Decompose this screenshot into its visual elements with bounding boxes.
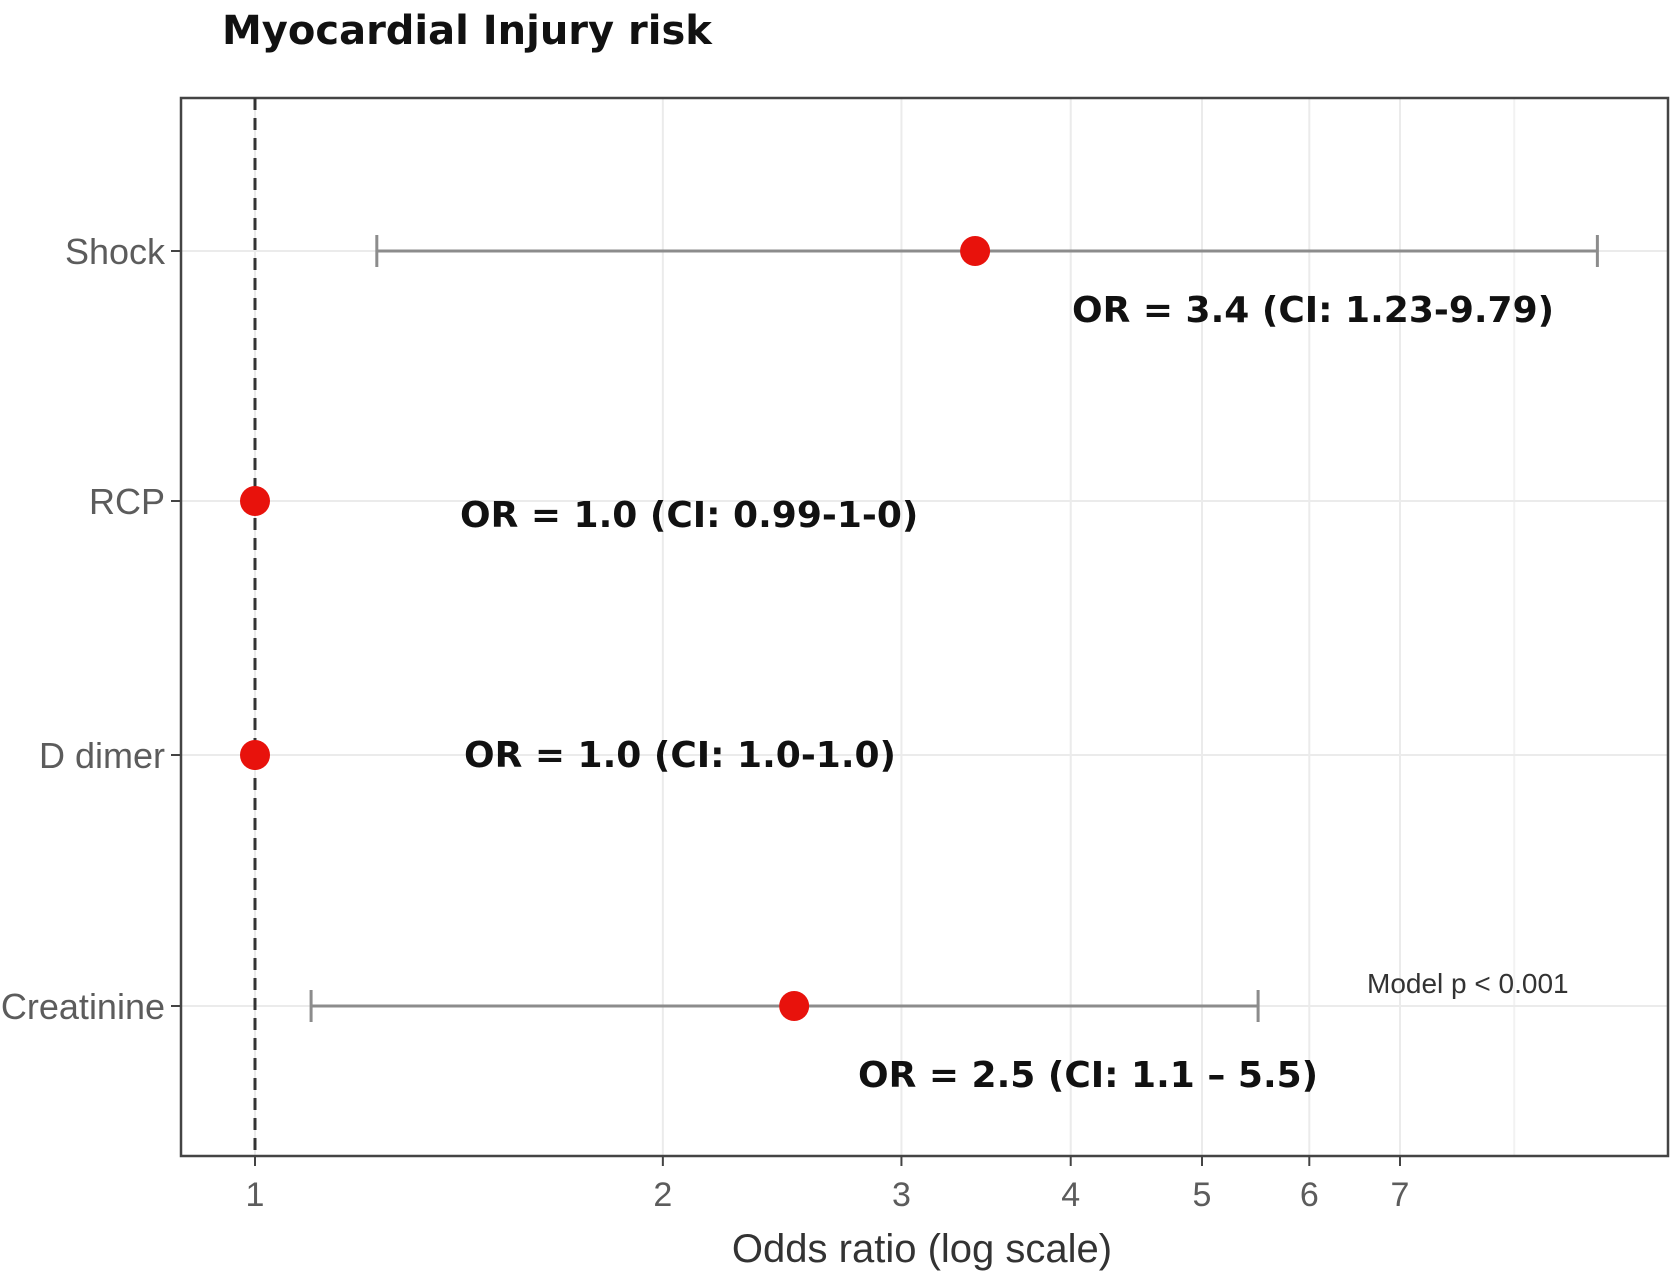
point (779, 991, 810, 1021)
x-tick-label: 1 (246, 1176, 265, 1214)
point-annotation: OR = 2.5 (CI: 1.1 – 5.5) (858, 1055, 1318, 1096)
x-tick-label: 6 (1300, 1176, 1319, 1214)
points (240, 236, 991, 1021)
point-annotation: OR = 1.0 (CI: 0.99-1-0) (460, 495, 918, 536)
model-p-note: Model p < 0.001 (1367, 968, 1569, 999)
x-tick-label: 2 (653, 1176, 672, 1214)
y-axis: Shock RCP D dimer Creatinine (1, 231, 181, 1027)
chart-title: Myocardial Injury risk (222, 8, 713, 54)
y-tick-label: Shock (65, 231, 166, 272)
x-tick-label: 4 (1061, 1176, 1080, 1214)
point-annotation: OR = 3.4 (CI: 1.23-9.79) (1072, 290, 1554, 331)
x-tick-label: 3 (892, 1176, 911, 1214)
y-tick-label: RCP (89, 481, 165, 522)
annotations: OR = 3.4 (CI: 1.23-9.79) OR = 1.0 (CI: 0.… (460, 290, 1554, 1096)
y-tick-label: D dimer (39, 735, 165, 776)
point (960, 236, 991, 266)
y-tick-label: Creatinine (1, 986, 165, 1027)
point (240, 486, 270, 516)
x-tick-label: 7 (1391, 1176, 1410, 1214)
x-axis-title: Odds ratio (log scale) (732, 1227, 1112, 1271)
plot-frame (179, 96, 1670, 1158)
x-axis: 1 2 3 4 5 6 7 (246, 1156, 1410, 1214)
point (240, 740, 270, 770)
point-annotation: OR = 1.0 (CI: 1.0-1.0) (464, 735, 896, 776)
x-tick-label: 5 (1193, 1176, 1212, 1214)
error-bars (309, 235, 1599, 1022)
